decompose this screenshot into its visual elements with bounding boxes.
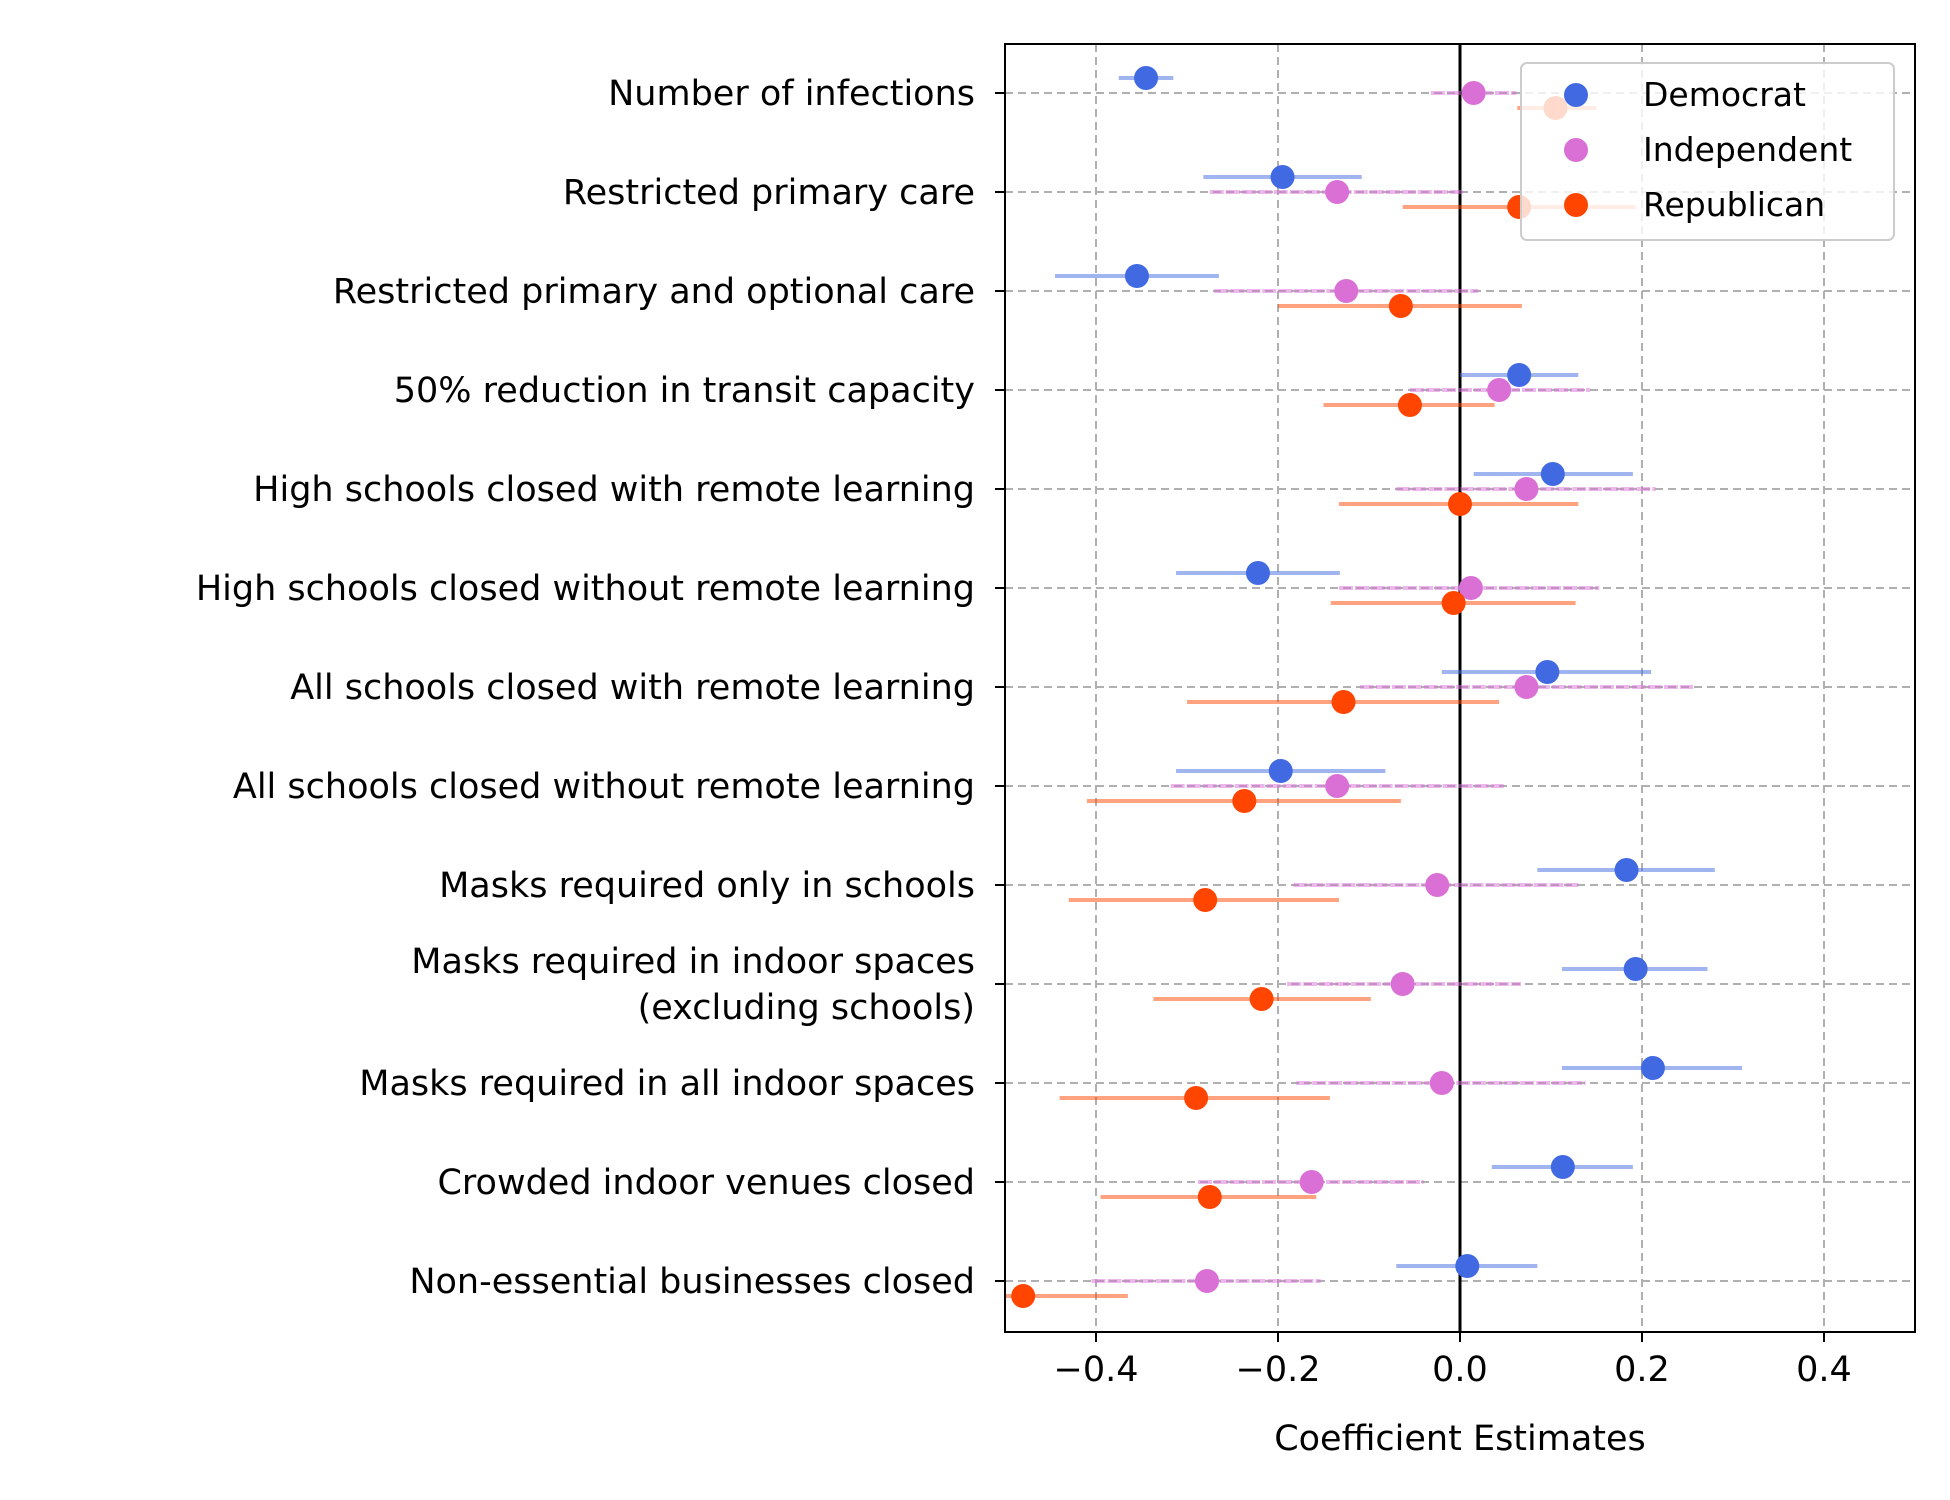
independent-point: [1458, 576, 1483, 600]
republican-point: [1448, 492, 1472, 516]
republican-point: [1011, 1284, 1036, 1308]
y-category-label: All schools closed without remote learni…: [233, 767, 975, 807]
republican-point: [1232, 789, 1257, 813]
independent-legend-label: Independent: [1643, 130, 1852, 169]
independent-legend-marker: [1564, 138, 1588, 162]
x-tick-label: 0.2: [1614, 1350, 1670, 1390]
republican-point: [1388, 294, 1413, 318]
independent-point: [1390, 972, 1415, 996]
independent-point: [1429, 1071, 1454, 1095]
democrat-point: [1640, 1056, 1665, 1080]
independent-point: [1334, 279, 1359, 303]
y-category-label: High schools closed without remote learn…: [196, 569, 975, 609]
democrat-point: [1455, 1254, 1480, 1278]
y-category-label: Restricted primary care: [563, 173, 975, 213]
estimate-points: [1011, 66, 1665, 1308]
independent-point: [1299, 1170, 1324, 1194]
republican-point: [1331, 690, 1356, 714]
democrat-point: [1507, 363, 1532, 387]
democrat-point: [1614, 858, 1639, 882]
y-axis-labels: Number of infections Restricted primary c…: [196, 74, 1005, 1302]
y-category-label: Non-essential businesses closed: [409, 1262, 975, 1302]
y-category-label: Number of infections: [608, 74, 975, 114]
x-tick-label: 0.4: [1796, 1350, 1852, 1390]
democrat-legend-marker: [1564, 83, 1588, 107]
y-category-label: Crowded indoor venues closed: [437, 1163, 975, 1203]
republican-point: [1249, 987, 1274, 1011]
republican-point: [1197, 1185, 1222, 1209]
independent-point: [1514, 477, 1539, 501]
x-axis-ticks: −0.4 −0.2 0.0 0.2 0.4: [1054, 1332, 1852, 1390]
y-category-label: Masks required in all indoor spaces: [359, 1064, 975, 1104]
x-tick-label: −0.4: [1054, 1350, 1139, 1390]
republican-point: [1397, 393, 1422, 417]
democrat-point: [1268, 759, 1293, 783]
republican-point: [1441, 591, 1466, 615]
independent-point: [1461, 81, 1486, 105]
x-tick-label: 0.0: [1432, 1350, 1488, 1390]
x-axis-title: Coefficient Estimates: [1274, 1419, 1646, 1459]
democrat-point: [1623, 957, 1648, 981]
democrat-point: [1134, 66, 1159, 90]
y-category-label: All schools closed with remote learning: [290, 668, 975, 708]
independent-point: [1514, 675, 1539, 699]
democrat-legend-label: Democrat: [1643, 75, 1806, 114]
y-category-label: (excluding schools): [638, 988, 975, 1028]
x-tick-label: −0.2: [1236, 1350, 1321, 1390]
independent-point: [1487, 378, 1512, 402]
y-category-label: 50% reduction in transit capacity: [394, 371, 975, 411]
democrat-point: [1535, 660, 1560, 684]
independent-point: [1325, 774, 1350, 798]
independent-point: [1195, 1269, 1220, 1293]
democrat-point: [1550, 1155, 1575, 1179]
republican-legend-label: Republican: [1643, 185, 1825, 224]
y-category-label: Masks required in indoor spaces: [411, 942, 975, 982]
republican-point: [1193, 888, 1218, 912]
y-category-label: Masks required only in schools: [439, 866, 975, 906]
republican-point: [1184, 1086, 1209, 1110]
democrat-point: [1245, 561, 1270, 585]
democrat-point: [1540, 462, 1565, 486]
democrat-point: [1124, 264, 1149, 288]
democrat-point: [1270, 165, 1295, 189]
republican-legend-marker: [1564, 193, 1588, 217]
legend-frame: [1520, 62, 1895, 241]
independent-point: [1325, 180, 1350, 204]
y-category-label: Restricted primary and optional care: [333, 272, 975, 312]
y-category-label: High schools closed with remote learning: [253, 470, 975, 510]
independent-point: [1425, 873, 1450, 897]
legend: Democrat Independent Republican: [1520, 62, 1895, 241]
